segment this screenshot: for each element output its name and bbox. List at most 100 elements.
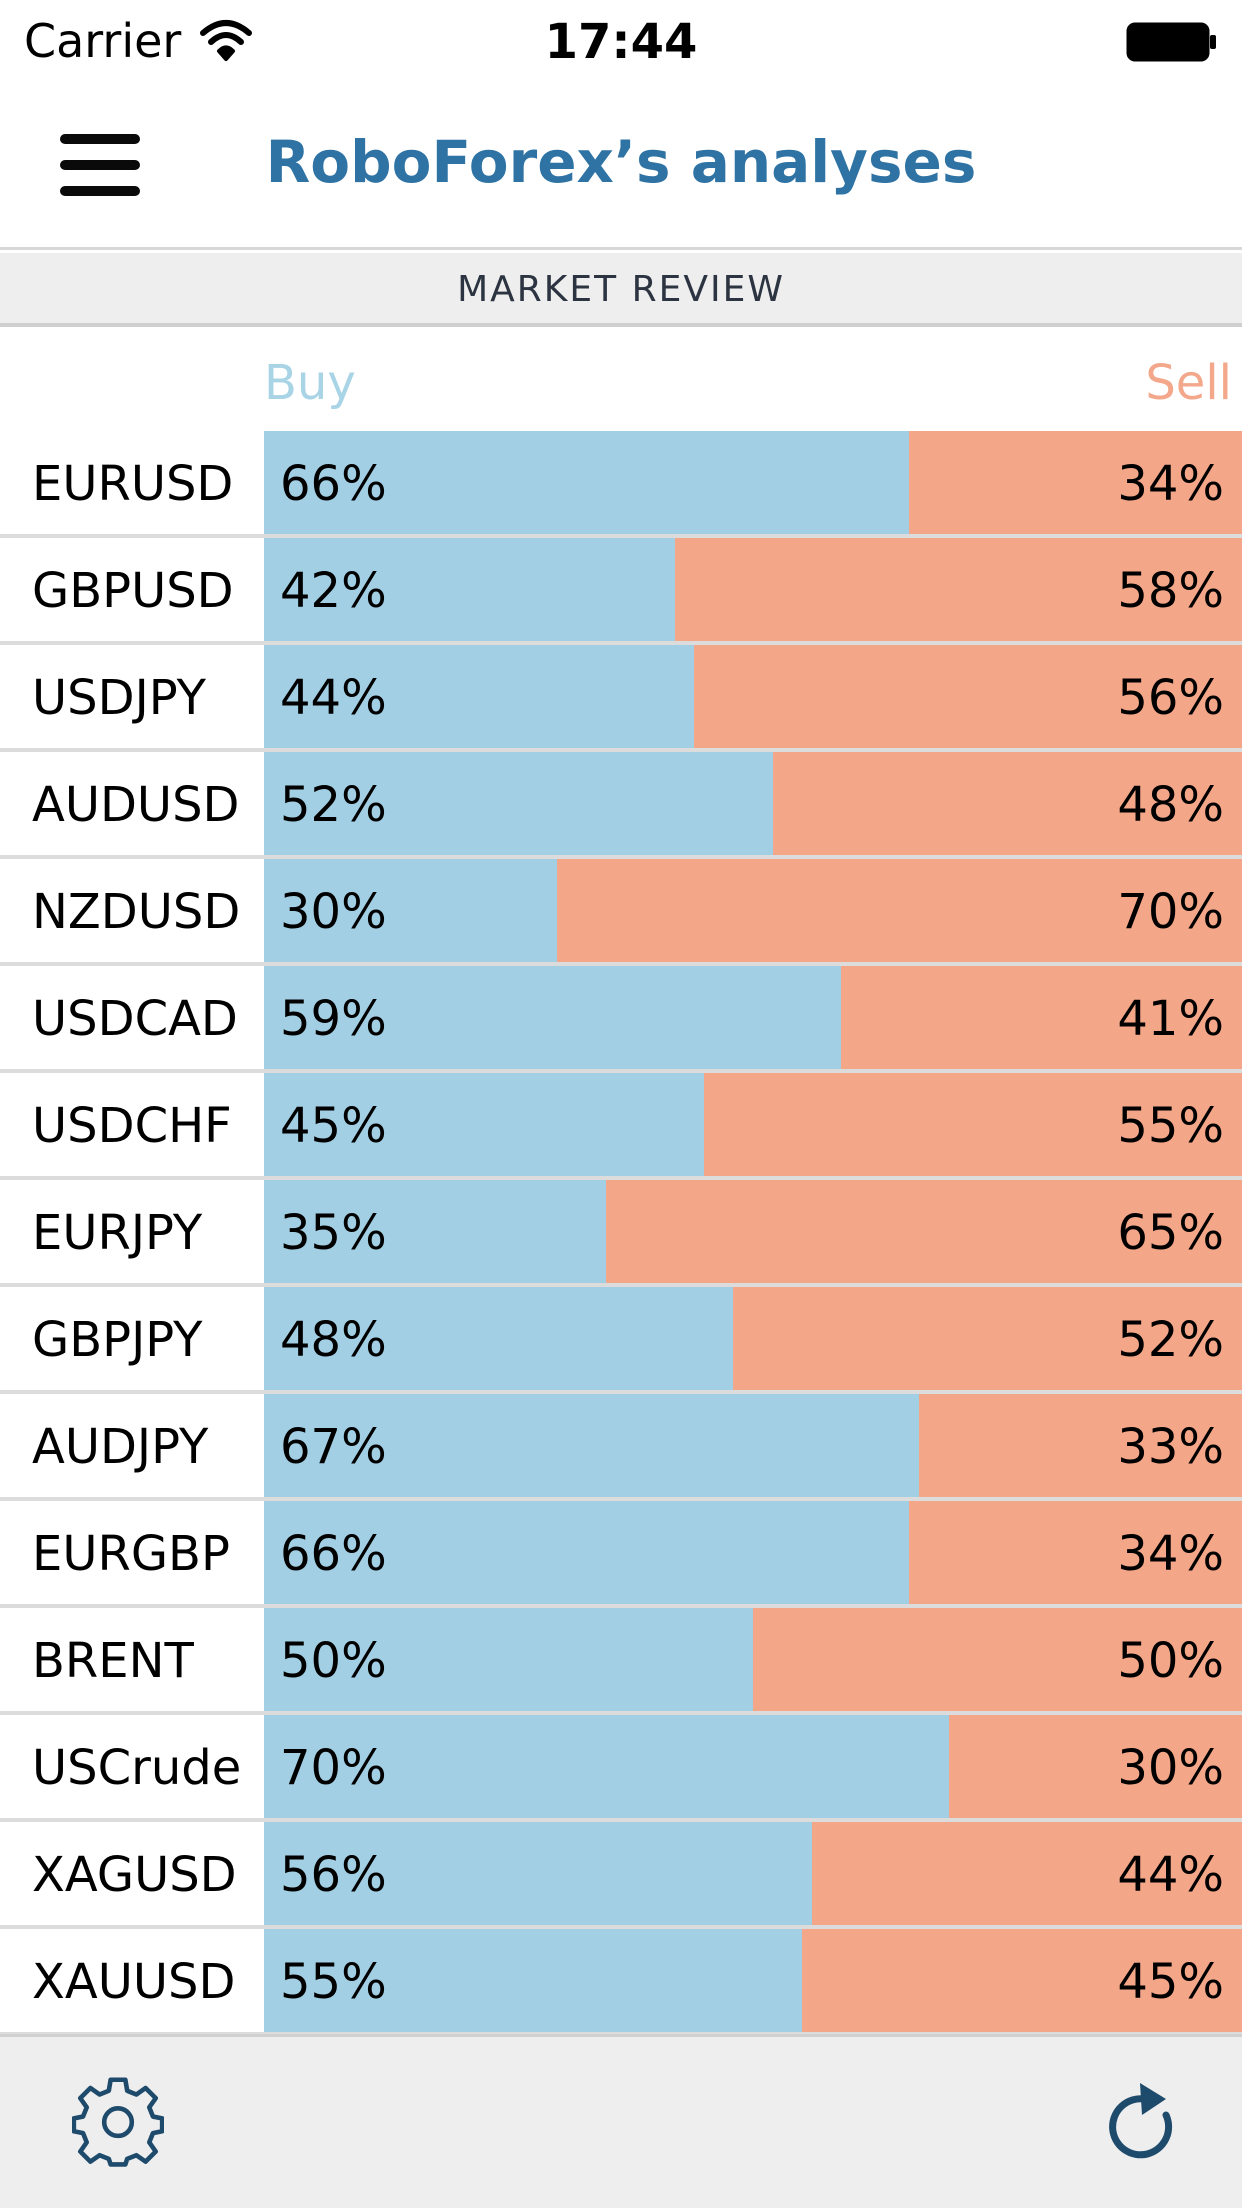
navigation-bar: RoboForex’s analyses [0,84,1242,250]
buy-fill [264,538,675,641]
buy-percent: 50% [280,1633,387,1689]
table-row[interactable]: NZDUSD 30% 70% [0,859,1242,966]
sentiment-bar: 66% 34% [264,1501,1242,1604]
sentiment-bar: 50% 50% [264,1608,1242,1711]
buy-percent: 48% [280,1312,387,1368]
table-row[interactable]: AUDUSD 52% 48% [0,752,1242,859]
sentiment-bar: 55% 45% [264,1929,1242,2032]
buy-fill [264,1501,910,1604]
buy-fill [264,1073,705,1176]
sell-percent: 48% [1117,777,1224,833]
buy-fill [264,1394,920,1497]
sell-percent: 58% [1117,563,1224,619]
market-review-table: EURUSD 66% 34% GBPUSD 42% 58% USDJPY 44%… [0,431,1242,2036]
buy-fill [264,1929,802,2032]
symbol-label: EURGBP [0,1501,264,1604]
sell-percent: 44% [1117,1847,1224,1903]
sell-percent: 70% [1117,884,1224,940]
table-row[interactable]: GBPUSD 42% 58% [0,538,1242,645]
sell-percent: 55% [1117,1098,1224,1154]
sentiment-bar: 48% 52% [264,1287,1242,1390]
buy-fill [264,859,558,962]
symbol-label: XAUUSD [0,1929,264,2032]
sell-percent: 65% [1117,1205,1224,1261]
symbol-label: EURUSD [0,431,264,534]
legend: Buy Sell [0,331,1242,431]
table-row[interactable]: XAGUSD 56% 44% [0,1822,1242,1929]
sell-percent: 30% [1117,1740,1224,1796]
table-row[interactable]: XAUUSD 55% 45% [0,1929,1242,2036]
battery-icon [1126,22,1216,62]
buy-percent: 45% [280,1098,387,1154]
buy-fill [264,1715,949,1818]
legend-buy-label: Buy [264,355,356,411]
buy-fill [264,1608,753,1711]
symbol-label: BRENT [0,1608,264,1711]
buy-percent: 52% [280,777,387,833]
sell-percent: 34% [1117,1526,1224,1582]
table-row[interactable]: USCrude 70% 30% [0,1715,1242,1822]
symbol-label: USDCAD [0,966,264,1069]
carrier-label: Carrier [24,14,182,68]
sentiment-bar: 66% 34% [264,431,1242,534]
buy-percent: 56% [280,1847,387,1903]
sell-percent: 45% [1117,1954,1224,2010]
buy-percent: 42% [280,563,387,619]
table-row[interactable]: EURJPY 35% 65% [0,1180,1242,1287]
buy-fill [264,1822,812,1925]
table-row[interactable]: AUDJPY 67% 33% [0,1394,1242,1501]
table-row[interactable]: USDJPY 44% 56% [0,645,1242,752]
symbol-label: AUDUSD [0,752,264,855]
buy-fill [264,431,910,534]
sell-percent: 56% [1117,670,1224,726]
section-header: MARKET REVIEW [0,253,1242,327]
refresh-icon[interactable] [1104,2075,1188,2171]
table-row[interactable]: BRENT 50% 50% [0,1608,1242,1715]
table-row[interactable]: EURUSD 66% 34% [0,431,1242,538]
wifi-icon [200,20,253,61]
symbol-label: USDJPY [0,645,264,748]
buy-percent: 59% [280,991,387,1047]
table-row[interactable]: EURGBP 66% 34% [0,1501,1242,1608]
buy-percent: 30% [280,884,387,940]
buy-percent: 70% [280,1740,387,1796]
sentiment-bar: 44% 56% [264,645,1242,748]
symbol-label: XAGUSD [0,1822,264,1925]
bottom-toolbar [0,2034,1242,2208]
status-time: 17:44 [544,14,698,70]
sentiment-bar: 45% 55% [264,1073,1242,1176]
buy-fill [264,645,695,748]
table-row[interactable]: USDCAD 59% 41% [0,966,1242,1073]
sell-percent: 50% [1117,1633,1224,1689]
table-row[interactable]: USDCHF 45% 55% [0,1073,1242,1180]
buy-fill [264,966,842,1069]
sentiment-bar: 67% 33% [264,1394,1242,1497]
buy-percent: 44% [280,670,387,726]
symbol-label: EURJPY [0,1180,264,1283]
sentiment-bar: 52% 48% [264,752,1242,855]
buy-percent: 55% [280,1954,387,2010]
symbol-label: NZDUSD [0,859,264,962]
sentiment-bar: 42% 58% [264,538,1242,641]
hamburger-menu-icon[interactable] [60,126,142,204]
sentiment-bar: 56% 44% [264,1822,1242,1925]
sentiment-bar: 30% 70% [264,859,1242,962]
buy-fill [264,1180,607,1283]
carrier-group: Carrier [24,14,253,68]
table-row[interactable]: GBPJPY 48% 52% [0,1287,1242,1394]
sell-percent: 33% [1117,1419,1224,1475]
sell-percent: 52% [1117,1312,1224,1368]
symbol-label: AUDJPY [0,1394,264,1497]
buy-percent: 35% [280,1205,387,1261]
buy-fill [264,752,773,855]
buy-percent: 66% [280,1526,387,1582]
sell-percent: 34% [1117,456,1224,512]
buy-percent: 66% [280,456,387,512]
buy-percent: 67% [280,1419,387,1475]
page-title: RoboForex’s analyses [265,128,977,196]
sentiment-bar: 59% 41% [264,966,1242,1069]
gear-icon[interactable] [72,2077,164,2169]
status-bar: Carrier 17:44 [0,0,1242,84]
legend-sell-label: Sell [1145,355,1232,411]
sell-percent: 41% [1117,991,1224,1047]
